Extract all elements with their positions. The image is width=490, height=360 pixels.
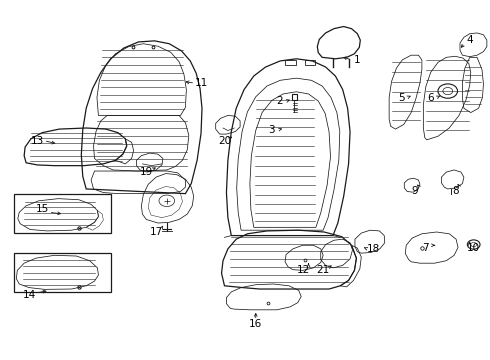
Text: 4: 4	[466, 35, 473, 45]
Text: 10: 10	[467, 243, 480, 253]
Text: 13: 13	[31, 136, 44, 145]
Text: 2: 2	[276, 96, 283, 106]
Text: 9: 9	[412, 186, 418, 196]
Text: 6: 6	[427, 93, 434, 103]
Text: 7: 7	[422, 243, 429, 253]
Text: 20: 20	[218, 136, 231, 146]
Text: 21: 21	[317, 265, 330, 275]
Text: 11: 11	[195, 78, 208, 88]
Text: 18: 18	[367, 244, 380, 254]
Bar	[285, 60, 296, 64]
Text: 19: 19	[140, 167, 153, 177]
Bar	[292, 94, 297, 100]
Text: 15: 15	[36, 204, 49, 215]
Text: 8: 8	[452, 186, 459, 196]
Text: 14: 14	[23, 291, 36, 301]
Bar	[14, 194, 111, 233]
Bar	[14, 253, 111, 292]
Bar	[305, 60, 316, 64]
Text: 16: 16	[249, 319, 262, 329]
Text: 17: 17	[149, 227, 163, 237]
Text: 3: 3	[269, 125, 275, 135]
Text: 1: 1	[354, 55, 361, 65]
Text: 5: 5	[398, 93, 405, 103]
Text: 12: 12	[297, 265, 310, 275]
